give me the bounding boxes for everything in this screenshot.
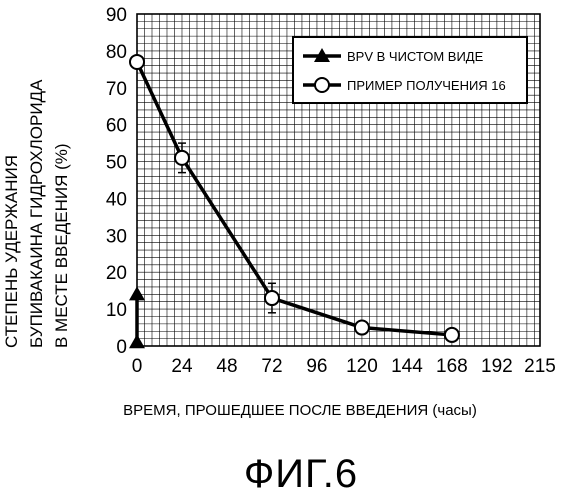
x-tick-label: 48: [216, 356, 237, 377]
y-tick-label: 0: [116, 337, 127, 358]
y-tick-label: 50: [106, 153, 127, 174]
legend: BPV В ЧИСТОМ ВИДЕ ПРИМЕР ПОЛУЧЕНИЯ 16: [293, 37, 527, 103]
x-tick-label: 0: [132, 356, 143, 377]
y-tick-label: 80: [106, 42, 127, 63]
legend-circle-marker: [315, 78, 329, 92]
y-tick-label: 20: [106, 263, 127, 284]
figure-label: ФИГ.6: [0, 452, 574, 497]
x-axis-label: ВРЕМЯ, ПРОШЕДШЕЕ ПОСЛЕ ВВЕДЕНИЯ (часы): [0, 402, 574, 419]
data-point-circle: [355, 321, 369, 335]
data-point-circle: [130, 55, 144, 69]
x-tick-label: 144: [391, 356, 423, 377]
y-tick-label: 90: [106, 5, 127, 26]
y-tick-label: 70: [106, 79, 127, 100]
y-tick-label: 10: [106, 300, 127, 321]
y-tick-labels: 0 10 20 30 40 50 60 70 80 90: [106, 5, 127, 358]
data-point-triangle: [129, 334, 145, 348]
legend-label: ПРИМЕР ПОЛУЧЕНИЯ 16: [347, 78, 506, 93]
x-tick-label: 215: [524, 356, 556, 377]
x-tick-label: 192: [481, 356, 513, 377]
data-point-triangle: [129, 286, 145, 300]
y-tick-label: 60: [106, 116, 127, 137]
data-point-circle: [175, 151, 189, 165]
x-tick-label: 72: [261, 356, 282, 377]
y-tick-label: 30: [106, 226, 127, 247]
x-tick-label: 96: [306, 356, 327, 377]
data-point-circle: [265, 291, 279, 305]
x-tick-labels: 0 24 48 72 96 120 144 168 192 215: [132, 356, 556, 377]
x-tick-label: 24: [171, 356, 193, 377]
x-tick-label: 120: [346, 356, 378, 377]
data-point-circle: [445, 328, 459, 342]
legend-label: BPV В ЧИСТОМ ВИДЕ: [347, 49, 484, 64]
x-tick-label: 168: [436, 356, 468, 377]
y-tick-label: 40: [106, 189, 127, 210]
legend-box: [293, 37, 527, 103]
